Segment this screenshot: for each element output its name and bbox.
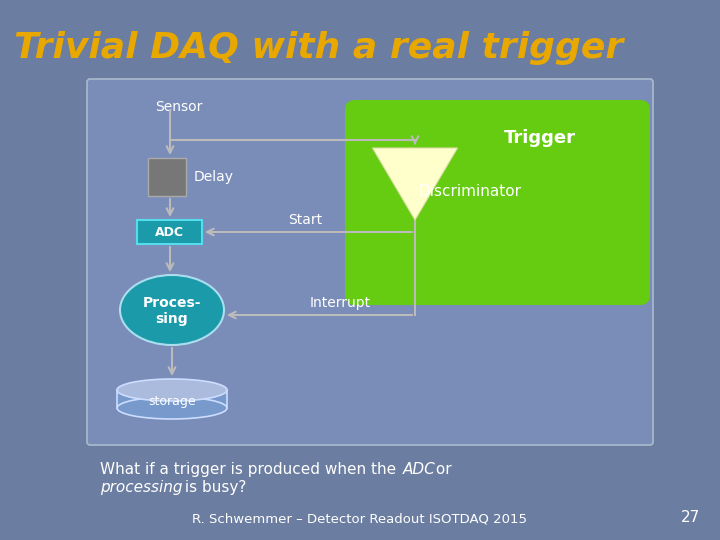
FancyBboxPatch shape	[87, 79, 653, 445]
Text: ADC: ADC	[403, 462, 436, 477]
Text: storage: storage	[148, 395, 196, 408]
Text: sing: sing	[156, 312, 189, 326]
Text: processing: processing	[100, 480, 182, 495]
Ellipse shape	[117, 397, 227, 419]
FancyBboxPatch shape	[345, 100, 650, 305]
Text: Discriminator: Discriminator	[418, 185, 521, 199]
Text: Proces-: Proces-	[143, 296, 202, 310]
Text: Start: Start	[289, 213, 323, 227]
Text: Delay: Delay	[194, 170, 234, 184]
Text: or: or	[431, 462, 451, 477]
Text: Trigger: Trigger	[504, 129, 576, 147]
FancyBboxPatch shape	[148, 158, 186, 196]
Text: ADC: ADC	[155, 226, 184, 239]
Text: R. Schwemmer – Detector Readout ISOTDAQ 2015: R. Schwemmer – Detector Readout ISOTDAQ …	[192, 512, 528, 525]
Text: What if a trigger is produced when the: What if a trigger is produced when the	[100, 462, 401, 477]
Polygon shape	[117, 390, 227, 408]
Polygon shape	[372, 148, 457, 220]
Ellipse shape	[117, 379, 227, 401]
Text: 27: 27	[680, 510, 700, 525]
Text: Trivial DAQ with a real trigger: Trivial DAQ with a real trigger	[14, 31, 624, 65]
Text: Interrupt: Interrupt	[310, 296, 371, 310]
Text: Sensor: Sensor	[155, 100, 202, 114]
Ellipse shape	[120, 275, 224, 345]
FancyBboxPatch shape	[137, 220, 202, 244]
Text: is busy?: is busy?	[180, 480, 246, 495]
